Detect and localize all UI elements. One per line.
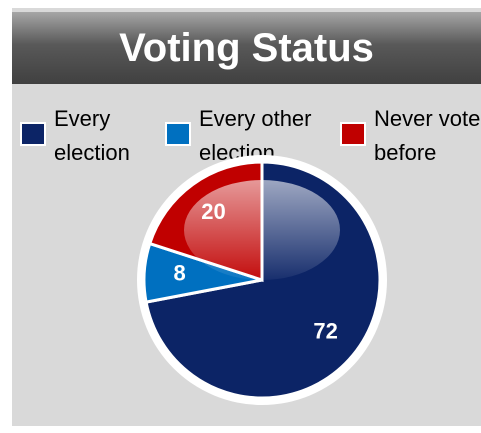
legend-swatch <box>20 122 46 146</box>
legend-swatch <box>165 122 191 146</box>
title-bar: Voting Status <box>12 12 481 84</box>
legend-item: Every election <box>20 102 164 170</box>
chart: 72 8 20 <box>137 155 387 405</box>
legend-item: Never voted before <box>340 102 481 170</box>
gloss <box>184 180 340 280</box>
legend-swatch <box>340 122 366 146</box>
data-label: 8 <box>173 261 185 286</box>
chart-title: Voting Status <box>119 26 374 70</box>
legend-label: Never voted before <box>374 106 481 165</box>
chart-panel: Voting Status Every election Every other … <box>12 8 481 426</box>
data-label: 72 <box>313 318 337 343</box>
data-labels: 72 8 20 <box>173 199 337 343</box>
legend-label: Every election <box>54 106 130 165</box>
data-label: 20 <box>201 199 225 224</box>
